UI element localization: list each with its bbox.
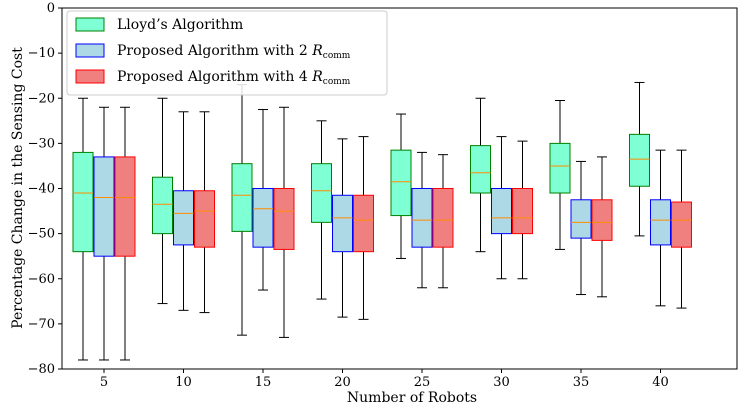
box-iqr (252, 188, 274, 248)
y-tick-label: −70 (28, 317, 55, 332)
box-iqr (411, 188, 433, 248)
y-tick-label: 0 (47, 1, 55, 16)
box-iqr (591, 199, 613, 241)
box-layer (72, 81, 692, 361)
x-tick-label: 35 (573, 375, 590, 390)
box-iqr (470, 145, 491, 194)
x-tick-label: 20 (334, 375, 351, 390)
y-axis-label: Percentage Change in the Sensing Cost (10, 47, 26, 329)
x-tick-label: 25 (414, 375, 431, 390)
box-group (390, 113, 412, 259)
box-group (411, 151, 433, 289)
box-iqr (231, 163, 253, 232)
legend-entry-label: Proposed Algorithm with 4 Rcomm (117, 69, 351, 87)
x-tick-label: 15 (255, 375, 272, 390)
box-group (353, 136, 374, 320)
box-iqr (629, 133, 650, 187)
box-group (470, 97, 491, 253)
y-tick-label: −50 (28, 227, 55, 242)
x-tick-label: 10 (175, 375, 192, 390)
box-group (591, 156, 613, 298)
y-tick-label: −40 (28, 182, 55, 197)
box-iqr (353, 194, 374, 253)
box-iqr (273, 188, 295, 250)
box-group (311, 120, 332, 300)
legend-swatch (75, 69, 105, 84)
x-axis-label: Number of Robots (347, 390, 477, 406)
box-group (231, 84, 253, 336)
box-group (252, 109, 274, 291)
box-group (512, 140, 533, 280)
axes-layer: 0 −10 −20 −30 −40 −50 −60 −70 −80 5 10 15 20 25 30 35 40 (28, 1, 738, 390)
box-group (173, 111, 194, 311)
box-group (114, 106, 136, 361)
box-iqr (512, 188, 533, 235)
x-tick-label: 40 (652, 375, 669, 390)
box-iqr (671, 201, 692, 248)
y-tick-label: −20 (28, 91, 55, 106)
y-tick-label: −10 (28, 46, 55, 61)
box-group (570, 160, 592, 296)
box-group (273, 106, 295, 338)
box-iqr (491, 188, 512, 235)
box-group (491, 136, 512, 280)
legend-frame (66, 10, 388, 96)
box-iqr (194, 190, 215, 248)
box-group (549, 100, 571, 250)
box-iqr (390, 149, 412, 217)
box-iqr (311, 163, 332, 223)
x-tick-label: 5 (100, 375, 108, 390)
box-iqr (570, 199, 592, 239)
legend-swatch (75, 43, 105, 58)
box-iqr (332, 194, 353, 253)
box-iqr (114, 156, 136, 257)
box-iqr (72, 151, 94, 253)
box-group (671, 149, 692, 309)
box-group (152, 97, 173, 305)
box-group (332, 138, 353, 318)
legend-entry-label: Proposed Algorithm with 2 Rcomm (117, 43, 351, 61)
box-iqr (432, 188, 454, 248)
legend-entry-label: Lloyd’s Algorithm (117, 17, 243, 33)
box-iqr (549, 142, 571, 194)
legend-swatch (75, 17, 105, 32)
box-group (194, 111, 215, 314)
legend: Lloyd’s Algorithm Proposed Algorithm with… (66, 10, 388, 96)
y-tick-label: −80 (28, 362, 55, 377)
y-tick-label: −30 (28, 136, 55, 151)
box-group (432, 154, 454, 289)
x-tick-label: 30 (493, 375, 510, 390)
box-iqr (93, 156, 115, 257)
y-tick-label: −60 (28, 272, 55, 287)
box-group (650, 149, 671, 307)
box-iqr (152, 176, 173, 235)
box-group (629, 81, 650, 237)
box-group (72, 97, 94, 361)
box-group (93, 106, 115, 361)
box-iqr (650, 199, 671, 246)
box-iqr (173, 190, 194, 246)
